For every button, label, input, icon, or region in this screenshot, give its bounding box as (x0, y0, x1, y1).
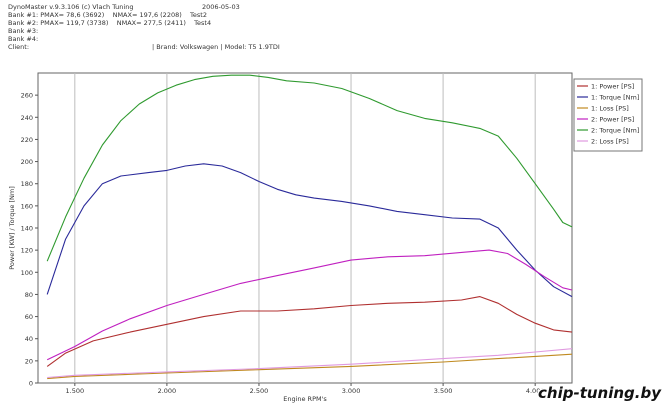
y-tick-label: 140 (21, 225, 33, 233)
x-tick-label: 4.000 (526, 387, 545, 395)
legend-label: 1: Torque [Nm] (591, 94, 639, 102)
bank3-summary: Bank #3: (8, 27, 39, 35)
series-group (46, 74, 573, 380)
x-axis-label: Engine RPM's (283, 395, 327, 403)
watermark-logo: chip-tuning.by (538, 384, 661, 402)
y-tick-label: 60 (25, 313, 33, 321)
series-line-1 (46, 296, 573, 367)
bank4-summary: Bank #4: (8, 35, 39, 43)
series-line-4 (46, 249, 573, 361)
y-axis-ticks: 0 20 40 60 80 100 120 140 160 180 200 220 240 260 (21, 92, 38, 388)
y-tick-label: 80 (25, 291, 33, 299)
y-tick-label: 120 (21, 247, 33, 255)
y-tick-label: 20 (25, 357, 33, 365)
legend-label: 1: Loss [PS] (591, 105, 629, 113)
legend-label: 1: Power [PS] (591, 83, 634, 91)
legend-label: 2: Torque [Nm] (591, 127, 639, 135)
y-tick-label: 180 (21, 180, 33, 188)
x-tick-label: 2.000 (158, 387, 177, 395)
y-tick-label: 160 (21, 202, 33, 210)
legend: 1: Power [PS] 1: Torque [Nm] 1: Loss [PS] 2… (577, 83, 639, 146)
test-date: 2006-05-03 (202, 3, 240, 11)
legend-box (573, 78, 643, 152)
bank2-summary: Bank #2: PMAX= 119,7 (3738) NMAX= 277,5 … (8, 19, 212, 27)
y-tick-label: 220 (21, 136, 33, 144)
series-line-5 (46, 74, 573, 262)
y-tick-label: 260 (21, 92, 33, 100)
series-line-3 (47, 353, 573, 380)
bank1-summary: Bank #1: PMAX= 78,6 (3692) NMAX= 197,6 (… (8, 11, 207, 19)
legend-label: 2: Loss [PS] (591, 138, 629, 146)
series-line-6 (47, 348, 573, 379)
app-info-line: DynoMaster v.9.3.106 (c) Vlach Tuning (8, 3, 134, 11)
x-axis-ticks: 1.500 2.000 2.500 3.000 3.500 4.000 (66, 383, 545, 395)
y-tick-label: 100 (21, 269, 33, 277)
y-tick-label: 0 (29, 380, 33, 388)
x-tick-label: 3.500 (434, 387, 453, 395)
x-tick-label: 3.000 (342, 387, 361, 395)
y-tick-label: 40 (25, 335, 33, 343)
y-tick-label: 200 (21, 158, 33, 166)
y-axis-label: Power [KW] / Torque [Nm] (8, 186, 16, 270)
plot-area (37, 72, 573, 384)
grid-lines (74, 73, 536, 383)
x-tick-label: 1.500 (66, 387, 85, 395)
vehicle-info: | Brand: Volkswagen | Model: T5 1.9TDI (152, 43, 280, 51)
client-label: Client: (8, 43, 30, 51)
x-tick-label: 2.500 (250, 387, 269, 395)
legend-label: 2: Power [PS] (591, 116, 634, 124)
series-line-2 (46, 163, 573, 298)
y-tick-label: 240 (21, 114, 33, 122)
